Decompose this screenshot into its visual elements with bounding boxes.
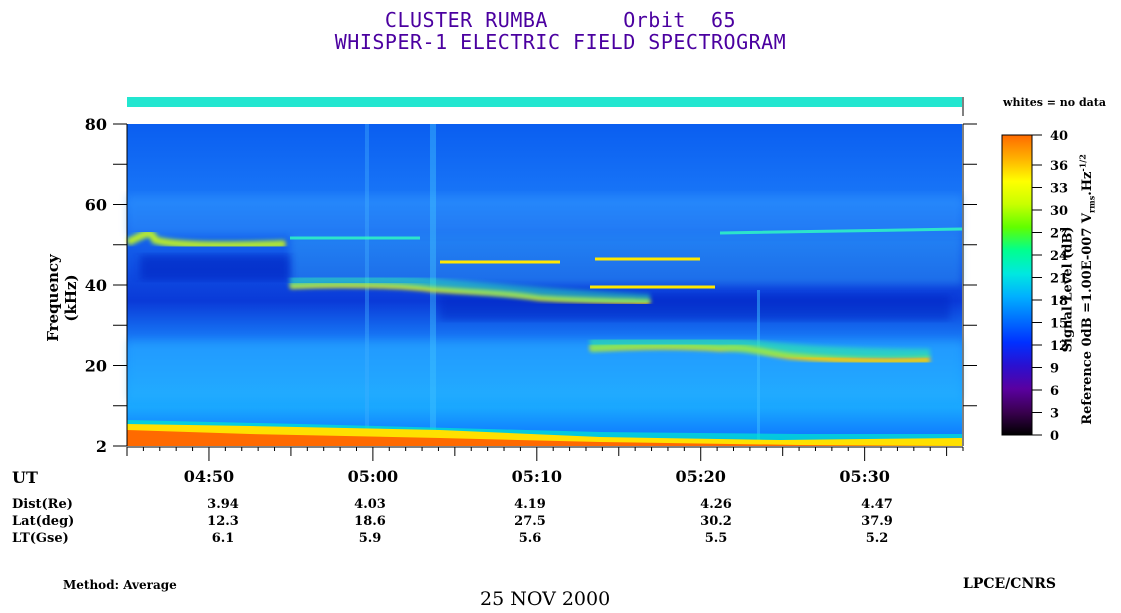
colorbar-tick-label: 24: [1050, 249, 1068, 264]
colorbar-tick-label: 3: [1050, 407, 1059, 422]
colorbar-tick-label: 36: [1050, 159, 1068, 174]
ephemeris-cell: 4.47: [861, 497, 893, 512]
ut-label: UT: [12, 468, 38, 487]
colorbar-label-line1: Signal Level (dB): [1060, 226, 1076, 353]
x-tick-label: 05:30: [839, 467, 889, 486]
x-axis: 04:50 05:00 05:10 05:20 05:30: [126, 447, 964, 486]
x-tick-label: 05:00: [348, 467, 398, 486]
ephemeris-row-label: Dist(Re): [12, 497, 73, 512]
colorbar-tick-label: 0: [1050, 429, 1059, 444]
y-tick-label: 2: [96, 437, 107, 456]
ephemeris-row-label: Lat(deg): [12, 514, 75, 529]
x-tick-label: 05:20: [676, 467, 726, 486]
colorbar-label: Signal Level (dB) Reference 0dB =1.00E-0…: [1061, 139, 1100, 439]
y-axis: 2 20 40 60 80: [85, 115, 977, 456]
y-tick-label: 20: [85, 357, 107, 376]
colorbar-tick-label: 15: [1050, 317, 1068, 332]
ephemeris-cell: 3.94: [207, 497, 239, 512]
ephemeris-cell: 37.9: [861, 514, 893, 529]
ephemeris-cell: 6.1: [211, 531, 235, 546]
ephemeris-cell: 18.6: [354, 514, 386, 529]
x-tick-label: 04:50: [184, 467, 234, 486]
colorbar-tick-label: 30: [1050, 204, 1068, 219]
colorbar-tick-label: 21: [1050, 272, 1068, 287]
ephemeris-cell: 12.3: [207, 514, 239, 529]
date-label: 25 NOV 2000: [480, 588, 611, 610]
ephemeris-cell: 5.2: [865, 531, 889, 546]
colorbar-tick-label: 40: [1050, 129, 1068, 144]
institution-label: LPCE/CNRS: [963, 576, 1056, 592]
colorbar-tick-label: 33: [1050, 182, 1068, 197]
ephemeris-row-label: LT(Gse): [12, 531, 69, 546]
colorbar-tick-label: 6: [1050, 384, 1059, 399]
y-tick-label: 60: [85, 196, 107, 215]
ephemeris-cell: 4.03: [354, 497, 386, 512]
colorbar-tick-label: 27: [1050, 227, 1068, 242]
ephemeris-cell: 4.26: [700, 497, 732, 512]
chart-title-line1: CLUSTER RUMBA Orbit 65: [384, 8, 737, 32]
no-data-bar: [127, 97, 962, 107]
ephemeris-cell: 30.2: [700, 514, 732, 529]
ephemeris-cell: 27.5: [514, 514, 546, 529]
ephemeris-cell: 5.6: [518, 531, 542, 546]
method-label: Method: Average: [63, 578, 177, 592]
colorbar-tick-label: 18: [1050, 294, 1068, 309]
colorbar-tick-label: 9: [1050, 362, 1059, 377]
colorbar-tick-label: 12: [1050, 339, 1068, 354]
spectrogram-area: [126, 124, 963, 446]
colorbar: [1001, 134, 1033, 436]
ephemeris-cell: 5.9: [358, 531, 382, 546]
x-tick-label: 05:10: [512, 467, 562, 486]
y-tick-label: 80: [85, 115, 107, 134]
ephemeris-cell: 4.19: [514, 497, 546, 512]
y-axis-label: Frequency (kHz): [44, 254, 80, 342]
chart-title-line2: WHISPER-1 ELECTRIC FIELD SPECTROGRAM: [334, 30, 787, 54]
y-tick-label: 40: [85, 276, 107, 295]
colorbar-label-line2: Reference 0dB =1.00E-007 Vrms.Hz-1/2: [1077, 154, 1097, 425]
no-data-note: whites = no data: [1003, 96, 1106, 109]
ephemeris-cell: 5.5: [704, 531, 728, 546]
